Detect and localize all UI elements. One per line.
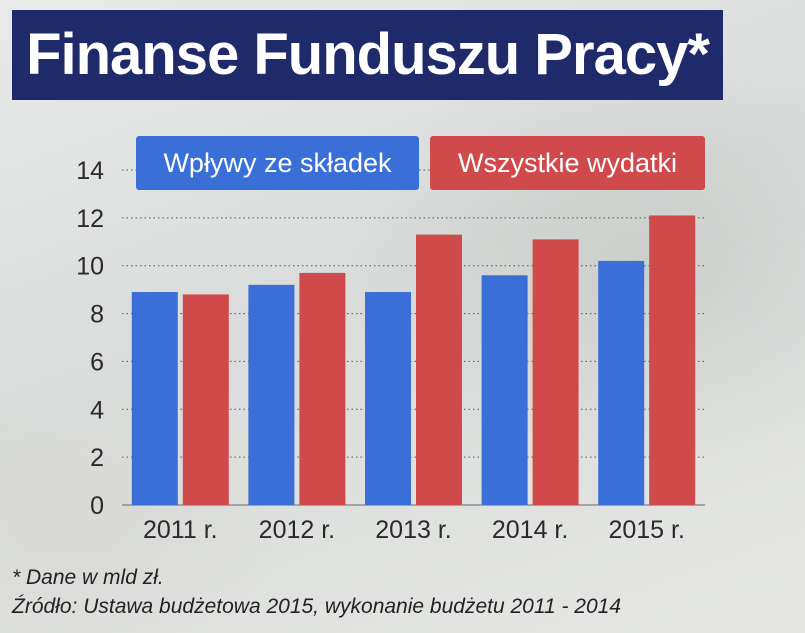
y-tick-label: 8 bbox=[90, 301, 104, 329]
bar-wydatki bbox=[182, 294, 229, 505]
x-tick-label: 2014 r. bbox=[492, 516, 568, 544]
bar-wplywy bbox=[248, 284, 295, 505]
legend-item-wydatki: Wszystkie wydatki bbox=[430, 136, 705, 190]
bar-wydatki bbox=[532, 239, 579, 505]
bar-wydatki bbox=[649, 215, 696, 505]
x-tick-label: 2013 r. bbox=[375, 516, 451, 544]
x-tick-label: 2011 r. bbox=[143, 516, 218, 544]
bar-wydatki bbox=[416, 234, 462, 505]
y-tick-label: 10 bbox=[76, 253, 104, 281]
title-banner: Finanse Funduszu Pracy* bbox=[12, 10, 723, 100]
source-note: Źródło: Ustawa budżetowa 2015, wykonanie… bbox=[12, 595, 622, 618]
x-tick-label: 2012 r. bbox=[259, 516, 335, 544]
y-tick-label: 4 bbox=[90, 396, 104, 424]
y-tick-label: 6 bbox=[90, 348, 104, 376]
y-tick-label: 14 bbox=[76, 157, 104, 185]
bar-wplywy bbox=[598, 260, 645, 505]
x-tick-label: 2015 r. bbox=[608, 516, 684, 544]
bar-wydatki bbox=[299, 272, 346, 505]
bar-wplywy bbox=[481, 275, 528, 505]
units-note: * Dane w mld zł. bbox=[12, 566, 164, 589]
y-tick-label: 2 bbox=[90, 444, 104, 472]
bar-wplywy bbox=[365, 292, 411, 505]
chart-title: Finanse Funduszu Pracy* bbox=[26, 22, 710, 87]
y-tick-label: 12 bbox=[76, 205, 104, 233]
bar-wplywy bbox=[131, 292, 178, 505]
y-tick-label: 0 bbox=[90, 492, 104, 520]
legend-item-wplywy: Wpływy ze składek bbox=[136, 136, 419, 190]
